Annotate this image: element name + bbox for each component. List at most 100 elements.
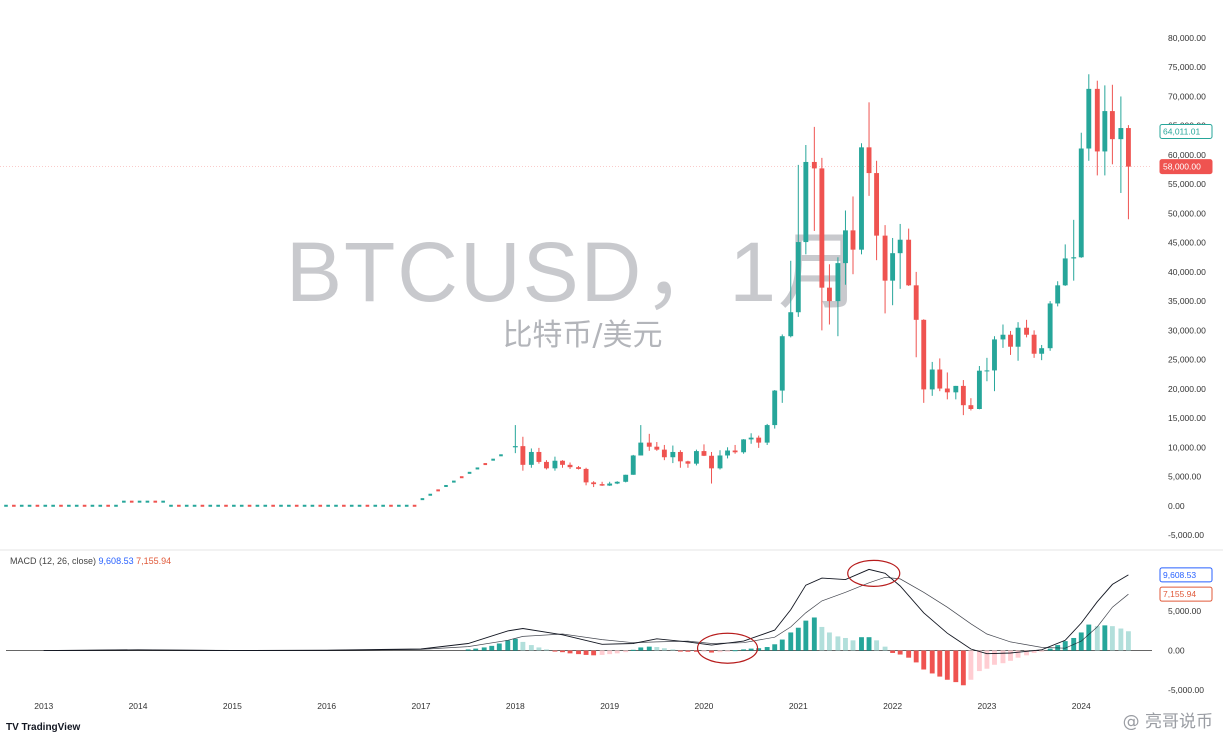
price-axis-tick: 50,000.00 <box>1168 208 1206 218</box>
macd-histogram-bar <box>1118 628 1124 651</box>
macd-histogram-bar <box>906 650 912 658</box>
macd-histogram-bar <box>756 648 762 651</box>
early-candle <box>294 504 299 507</box>
macd-histogram-bar <box>583 650 589 655</box>
macd-histogram-bar <box>536 647 542 651</box>
candle-body <box>968 405 974 409</box>
candle-body <box>937 369 943 389</box>
macd-histogram-bar <box>567 650 573 654</box>
early-candle <box>98 504 103 507</box>
time-axis-tick: 2023 <box>977 701 996 711</box>
candle-body <box>976 370 982 409</box>
macd-histogram-bar <box>913 650 919 663</box>
candle-body <box>1047 303 1053 349</box>
early-candle <box>200 504 205 507</box>
candle-body <box>552 460 558 469</box>
candle-body <box>607 483 613 486</box>
early-candle <box>420 498 425 501</box>
candle-body <box>756 437 762 443</box>
time-axis-tick: 2020 <box>695 701 714 711</box>
macd-histogram-bar <box>1062 641 1068 651</box>
candle-body <box>992 339 997 371</box>
macd-histogram-bar <box>717 650 723 653</box>
macd-histogram-bar <box>496 643 502 651</box>
candle-body <box>544 461 549 469</box>
candle-body <box>576 467 581 469</box>
macd-histogram-bar <box>623 650 629 653</box>
early-candle <box>169 504 173 507</box>
macd-histogram-bar <box>984 650 990 669</box>
early-candle <box>349 504 354 507</box>
time-axis-tick: 2017 <box>412 701 431 711</box>
early-candle <box>412 504 417 507</box>
candle-body <box>764 425 770 443</box>
early-candle <box>184 504 189 507</box>
macd-title: MACD (12, 26, close) <box>10 556 97 566</box>
early-candle <box>224 504 228 507</box>
early-candle <box>326 504 330 507</box>
macd-histogram-bar <box>614 650 620 654</box>
time-axis-tick: 2014 <box>129 701 148 711</box>
early-candle <box>310 504 315 507</box>
macd-axis-tick: -5,000.00 <box>1168 685 1204 695</box>
candle-body <box>1118 128 1124 140</box>
candle-body <box>795 242 801 313</box>
candle-body <box>890 253 896 281</box>
candle-body <box>788 312 794 337</box>
candle-body <box>693 451 699 464</box>
macd-histogram-bar <box>819 626 825 651</box>
candle-body <box>670 451 676 458</box>
candle-body <box>638 442 644 456</box>
early-candle <box>271 504 275 507</box>
early-candle <box>334 504 338 507</box>
early-candle <box>365 504 370 507</box>
candle-body <box>1086 88 1092 149</box>
candle-body <box>1024 327 1029 335</box>
early-candle <box>145 500 150 503</box>
candle-body <box>717 455 723 469</box>
macd-histogram-bar <box>976 650 982 672</box>
macd-histogram-bar <box>835 636 841 651</box>
time-axis-tick: 2015 <box>223 701 242 711</box>
early-candle <box>483 463 488 466</box>
early-candle <box>239 504 244 507</box>
macd-histogram-bar <box>741 649 747 651</box>
macd-histogram-bar <box>890 650 896 653</box>
candle-body <box>953 385 959 393</box>
annotation-circle <box>847 559 901 587</box>
macd-histogram-bar <box>591 650 597 656</box>
price-axis-tick: 75,000.00 <box>1168 62 1206 72</box>
macd-histogram-bar <box>473 648 479 651</box>
candle-body <box>866 147 872 174</box>
early-candle <box>19 504 24 507</box>
time-axis-tick: 2018 <box>506 701 525 711</box>
time-axis-tick: 2022 <box>883 701 902 711</box>
price-axis-tick: -5,000.00 <box>1168 530 1204 540</box>
early-candle <box>74 504 79 507</box>
macd-histogram-bar <box>1047 648 1053 651</box>
candle-body <box>1039 348 1045 354</box>
macd-tag-macd: 9,608.53 <box>1163 570 1196 580</box>
macd-histogram-bar <box>709 650 714 653</box>
candle-body <box>826 287 832 302</box>
macd-value-3: 7,155.94 <box>136 556 172 566</box>
macd-histogram-bar <box>1024 650 1029 656</box>
candle-body <box>1000 334 1006 340</box>
candle-body <box>1055 285 1061 304</box>
early-candle <box>255 504 260 507</box>
macd-histogram-bar <box>1078 632 1084 651</box>
macd-histogram-bar <box>866 637 872 651</box>
candle-body <box>512 446 518 448</box>
candle-body <box>1109 111 1115 140</box>
early-candle <box>216 504 220 507</box>
candle-body <box>859 147 864 250</box>
candle-body <box>748 437 754 440</box>
macd-histogram-bar <box>528 645 534 651</box>
price-axis-tick: 70,000.00 <box>1168 91 1206 101</box>
candle-body <box>913 285 919 320</box>
candle-body <box>701 451 707 456</box>
macd-histogram-bar <box>638 647 644 651</box>
candle-body <box>843 230 848 264</box>
price-axis-tick: 80,000.00 <box>1168 33 1206 43</box>
